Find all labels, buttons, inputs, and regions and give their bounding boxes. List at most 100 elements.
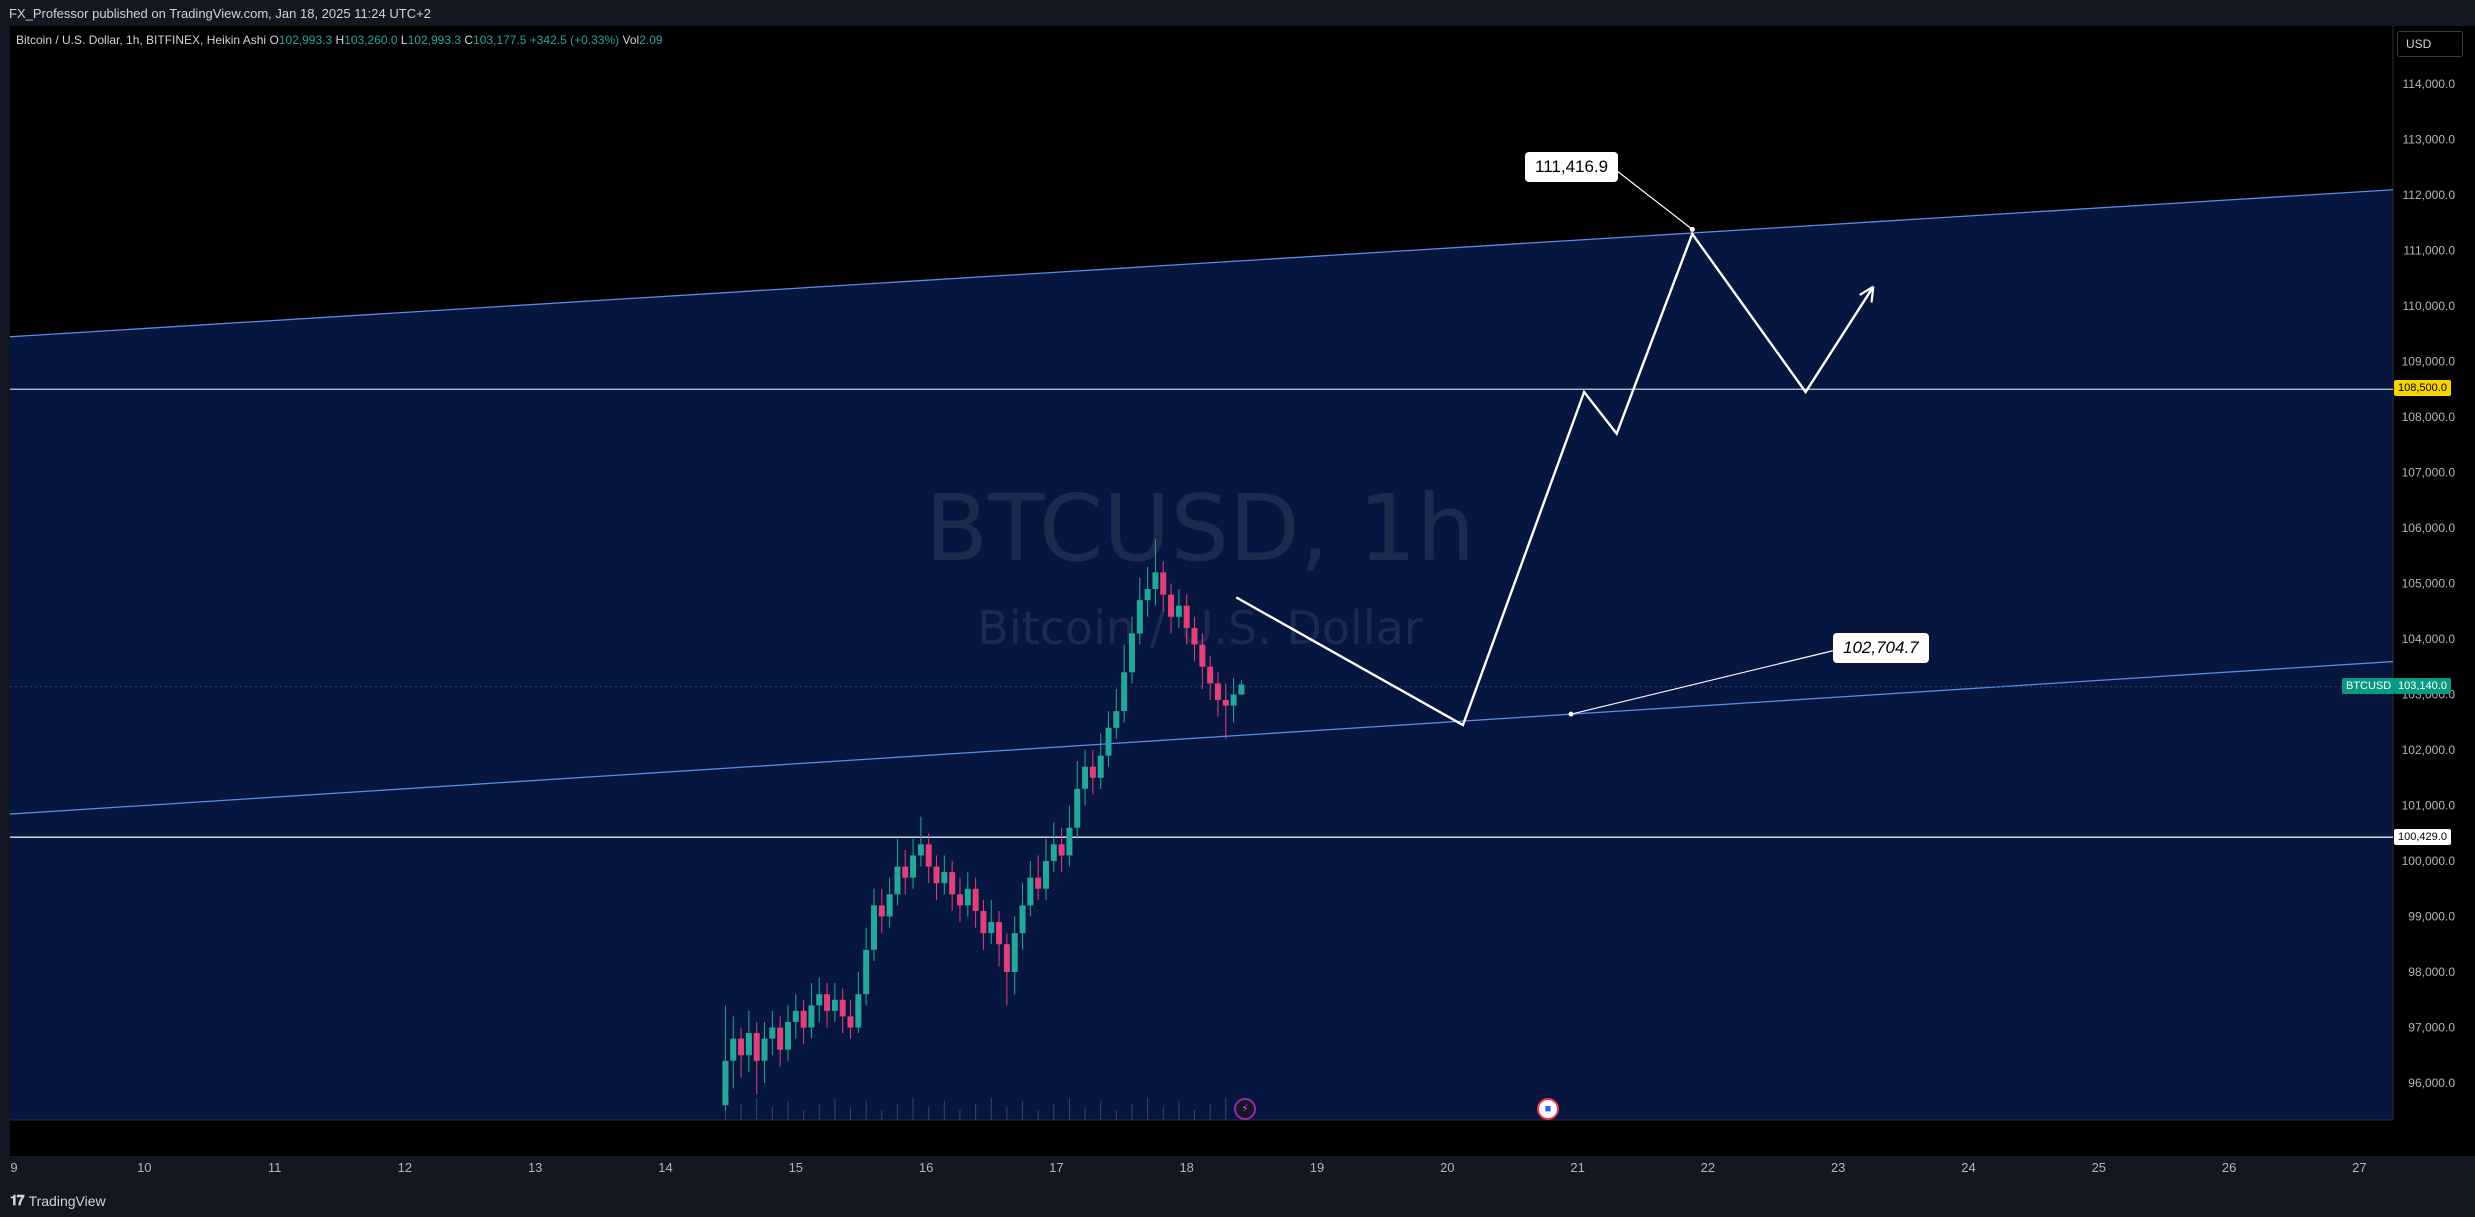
candle	[730, 1016, 737, 1089]
candle-body	[1214, 683, 1221, 701]
price-callout-mid[interactable]: 102,704.7	[1833, 633, 1929, 663]
projection-path[interactable]	[1235, 231, 1875, 727]
price-axis-label: 112,000.0	[2403, 188, 2456, 202]
volume-ticks	[724, 1098, 1242, 1120]
candle-body	[1011, 933, 1018, 972]
candle	[855, 972, 862, 1034]
candle	[816, 977, 823, 1022]
candle-body	[722, 1060, 729, 1106]
close-value: 103,177.5	[473, 33, 527, 47]
horizontal-levels	[10, 388, 2393, 838]
time-axis-label: 10	[137, 1160, 151, 1175]
candle	[1058, 827, 1065, 873]
price-tag-symbol: BTCUSD	[2342, 678, 2396, 694]
candle-body	[745, 1033, 752, 1056]
candle-body	[808, 1005, 815, 1028]
time-axis-background	[10, 1120, 2475, 1156]
price-callout-top[interactable]: 111,416.9	[1525, 152, 1619, 182]
price-axis-label: 101,000.0	[2402, 799, 2456, 813]
candle-body	[1121, 672, 1128, 712]
price-axis-label: 107,000.0	[2402, 466, 2456, 480]
callout-connector-mid	[1570, 649, 1837, 715]
candle-body	[753, 1033, 760, 1061]
candle-body	[964, 888, 971, 906]
candle-body	[800, 1010, 807, 1028]
candle-body	[933, 866, 940, 884]
candle-body	[784, 1021, 791, 1050]
candle-body	[870, 905, 877, 950]
candle-body	[878, 905, 885, 917]
price-axis-label: 97,000.0	[2408, 1021, 2455, 1035]
candle	[1168, 583, 1175, 634]
time-axis-label: 21	[1570, 1160, 1584, 1175]
volume-label: Vol	[622, 33, 640, 47]
low-label: L	[400, 33, 408, 47]
symbol-info[interactable]: Bitcoin / U.S. Dollar, 1h, BITFINEX, Hei…	[16, 33, 267, 47]
candle	[761, 1021, 768, 1083]
price-axis-label: 109,000.0	[2402, 355, 2456, 369]
time-axis-label: 16	[919, 1160, 933, 1175]
candle-body	[925, 844, 932, 867]
candle	[1082, 750, 1089, 806]
time-axis-label: 25	[2092, 1160, 2106, 1175]
candle	[1011, 916, 1018, 995]
tradingview-brand[interactable]: 𝟏𝟕 TradingView	[10, 1192, 106, 1209]
candle	[777, 1016, 784, 1067]
candle-body	[886, 894, 893, 917]
open-label: O	[269, 33, 279, 47]
candle	[847, 999, 854, 1039]
arrowhead-stroke	[1870, 286, 1875, 303]
candle-body	[1128, 633, 1135, 673]
time-axis-label: 20	[1440, 1160, 1454, 1175]
candle-body	[1207, 666, 1214, 684]
candle-body	[1050, 844, 1057, 861]
candle-body	[792, 1010, 799, 1022]
candle-body	[1019, 905, 1026, 934]
candle	[769, 1010, 776, 1056]
candle-body	[777, 1027, 784, 1050]
time-axis-label: 11	[268, 1160, 282, 1175]
candle	[1097, 733, 1104, 789]
candle	[1214, 672, 1221, 717]
time-axis-label: 12	[398, 1160, 412, 1175]
candle	[824, 983, 831, 1028]
candle	[1105, 711, 1112, 767]
time-axis-label: 27	[2352, 1160, 2366, 1175]
price-axis-label: 110,000.0	[2403, 299, 2456, 313]
flag-icon[interactable]: ■	[1537, 1098, 1559, 1120]
candle-body	[1082, 766, 1089, 789]
candle	[910, 838, 917, 889]
price-axis-label: 108,000.0	[2402, 410, 2456, 424]
candle	[996, 910, 1003, 967]
candle	[1035, 855, 1042, 900]
candle	[1199, 633, 1206, 689]
lightning-icon[interactable]: ⚡	[1234, 1098, 1256, 1120]
time-axis-label: 23	[1831, 1160, 1845, 1175]
candle	[917, 816, 924, 867]
arrowhead-stroke	[1859, 285, 1874, 296]
time-axis-label: 19	[1310, 1160, 1324, 1175]
candle-body	[1160, 572, 1167, 595]
candle-body	[855, 994, 862, 1028]
price-axis-label: 104,000.0	[2402, 632, 2456, 646]
candle-body	[1136, 600, 1143, 634]
candle	[972, 877, 979, 928]
symbol-legend[interactable]: Bitcoin / U.S. Dollar, 1h, BITFINEX, Hei…	[16, 33, 663, 47]
candle-body	[1222, 700, 1229, 706]
candle-body	[1152, 572, 1159, 590]
candle	[1207, 655, 1214, 701]
upper-channel-line[interactable]	[9, 189, 2394, 338]
candle-body	[769, 1027, 776, 1039]
candle	[933, 855, 940, 900]
price-tag-level-high: 108,500.0	[2394, 380, 2451, 396]
candle	[745, 1010, 752, 1072]
currency-button[interactable]: USD	[2397, 31, 2463, 57]
candle	[738, 1027, 745, 1078]
candle	[1074, 761, 1081, 839]
candle	[941, 855, 948, 895]
candle	[1238, 680, 1245, 696]
candle	[1113, 688, 1120, 739]
price-axis-label: 102,000.0	[2402, 743, 2456, 757]
candle	[1089, 750, 1096, 795]
